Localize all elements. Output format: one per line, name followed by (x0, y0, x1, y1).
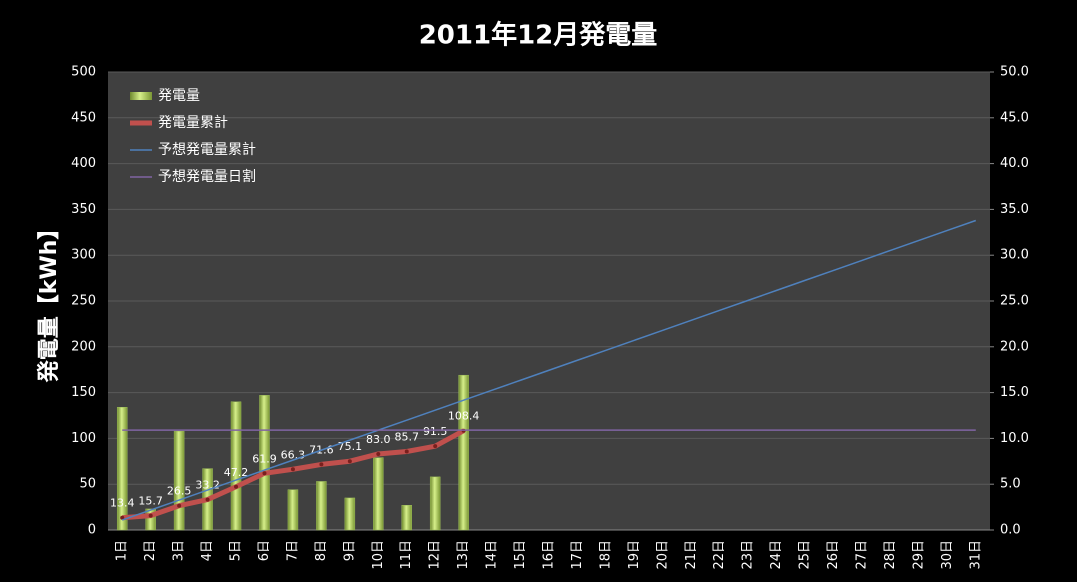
data-label: 91.5 (423, 425, 448, 438)
x-tick-label: 23日 (741, 540, 756, 570)
y-axis-label: 発電量【kWh】 (37, 218, 62, 384)
x-tick-label: 24日 (769, 540, 784, 570)
x-tick-label: 5日 (229, 540, 244, 561)
bar (344, 497, 356, 531)
y2-tick-label: 40.0 (1000, 156, 1029, 171)
line-marker (433, 444, 438, 449)
bar (458, 374, 469, 531)
bar (429, 476, 441, 531)
y-tick-label: 50 (79, 477, 96, 492)
bar (287, 489, 299, 531)
y2-tick-label: 10.0 (1000, 431, 1029, 446)
chart-title: 2011年12月発電量 (419, 20, 658, 51)
x-tick-label: 15日 (513, 540, 528, 570)
y2-tick-label: 20.0 (1000, 339, 1029, 354)
bar (230, 401, 242, 531)
y-tick-label: 400 (71, 156, 96, 171)
data-label: 13.4 (110, 497, 135, 510)
line-marker (148, 513, 153, 518)
y2-tick-label: 15.0 (1000, 385, 1029, 400)
line-marker (262, 471, 267, 476)
line-marker (290, 467, 295, 472)
y-tick-label: 200 (71, 339, 96, 354)
y-tick-label: 350 (71, 202, 96, 217)
bar (401, 505, 412, 531)
line-marker (205, 497, 210, 502)
x-tick-label: 4日 (200, 540, 215, 561)
x-tick-label: 29日 (911, 540, 926, 570)
y2-tick-label: 25.0 (1000, 294, 1029, 309)
legend-label: 予想発電量日割 (158, 168, 256, 185)
legend-label: 発電量 (158, 88, 200, 104)
x-tick-label: 9日 (342, 540, 357, 561)
bar (259, 395, 270, 531)
data-label: 108.4 (448, 410, 480, 423)
bar (173, 430, 185, 531)
bar (116, 407, 128, 531)
data-label: 85.7 (394, 430, 419, 443)
x-tick-label: 7日 (285, 540, 300, 561)
line (121, 219, 977, 521)
x-tick-label: 21日 (684, 540, 699, 570)
line-marker (347, 459, 352, 464)
data-label: 47.2 (224, 466, 249, 479)
legend-label: 発電量累計 (158, 115, 228, 131)
legend-label: 予想発電量累計 (158, 142, 256, 158)
y2-tick-label: 50.0 (1000, 65, 1029, 80)
y-tick-label: 100 (71, 431, 96, 446)
x-tick-label: 22日 (712, 540, 727, 570)
y-tick-label: 450 (71, 110, 96, 125)
x-tick-label: 25日 (798, 540, 813, 570)
data-label: 83.0 (366, 433, 391, 446)
line-marker (120, 515, 125, 520)
x-tick-label: 11日 (399, 540, 414, 570)
line-marker (177, 503, 182, 508)
x-tick-label: 17日 (570, 540, 585, 570)
x-tick-label: 26日 (826, 540, 841, 570)
line-marker (319, 462, 324, 467)
line-marker (234, 484, 239, 489)
y-tick-label: 250 (71, 294, 96, 309)
data-label: 15.7 (138, 495, 163, 508)
x-tick-label: 19日 (627, 540, 642, 570)
x-tick-label: 6日 (257, 540, 272, 561)
legend-icon (130, 92, 152, 100)
y-tick-label: 150 (71, 385, 96, 400)
bar (145, 508, 156, 531)
x-tick-label: 12日 (428, 540, 443, 570)
y-tick-label: 500 (71, 65, 96, 80)
x-tick-label: 2日 (143, 540, 158, 561)
y-tick-label: 0 (88, 523, 96, 538)
y2-tick-label: 0.0 (1000, 523, 1021, 538)
data-label: 75.1 (338, 440, 363, 453)
bar (316, 481, 327, 531)
x-tick-label: 3日 (172, 540, 187, 561)
line-marker (376, 451, 381, 456)
x-tick-label: 27日 (854, 540, 869, 570)
bar (373, 457, 384, 531)
y2-tick-label: 5.0 (1000, 477, 1021, 492)
x-tick-label: 13日 (456, 540, 471, 570)
x-tick-label: 1日 (115, 540, 130, 561)
y2-tick-label: 35.0 (1000, 202, 1029, 217)
x-tick-label: 14日 (485, 540, 500, 570)
y2-tick-label: 30.0 (1000, 248, 1029, 263)
x-tick-label: 8日 (314, 540, 329, 561)
x-tick-label: 28日 (883, 540, 898, 570)
x-tick-label: 31日 (968, 540, 983, 570)
x-tick-label: 30日 (940, 540, 955, 570)
y2-tick-label: 45.0 (1000, 110, 1029, 125)
x-tick-label: 16日 (542, 540, 557, 570)
data-label: 26.5 (167, 485, 192, 498)
data-label: 61.9 (252, 452, 277, 465)
y-tick-label: 300 (71, 248, 96, 263)
line-marker (404, 449, 409, 454)
x-tick-label: 20日 (655, 540, 670, 570)
x-tick-label: 10日 (371, 540, 386, 570)
x-tick-label: 18日 (598, 540, 613, 570)
